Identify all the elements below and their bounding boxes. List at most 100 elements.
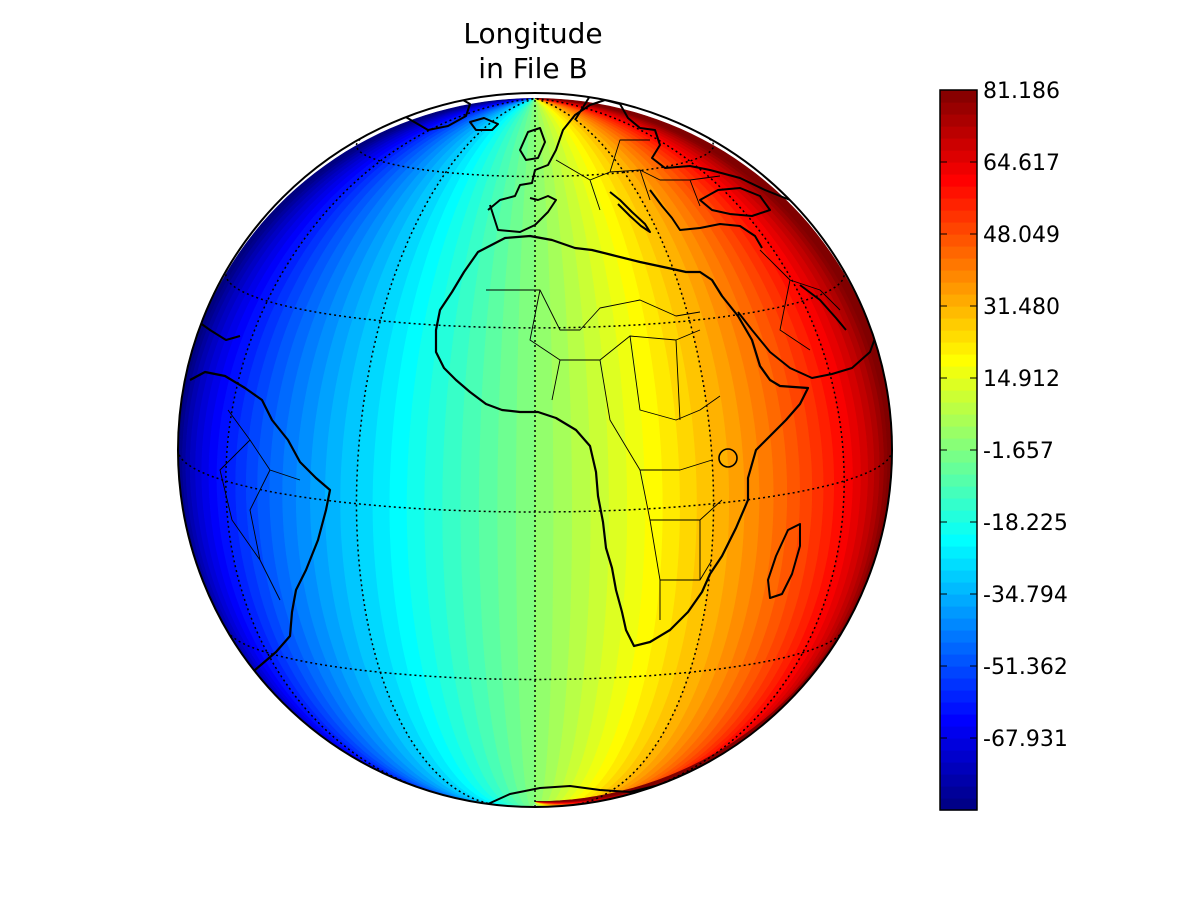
colorbar-segment (940, 654, 977, 667)
colorbar-segment (940, 282, 977, 295)
colorbar-segment (940, 174, 977, 187)
colorbar-segment (940, 198, 977, 211)
colorbar-segment (940, 138, 977, 151)
colorbar-segment (940, 426, 977, 439)
iberia-coastline (489, 195, 557, 233)
colorbar-segment (940, 558, 977, 571)
colorbar-ticks: 81.186 64.617 48.049 31.480 14.912 -1.657 -18.… (940, 79, 1068, 752)
colorbar-tick-label: 14.912 (983, 367, 1060, 392)
colorbar-segment (940, 486, 977, 499)
colorbar-segment (940, 666, 977, 679)
colorbar-segment (940, 606, 977, 619)
meridian-line (534, 97, 715, 806)
colorbar-segment (940, 618, 977, 631)
colorbar-segment (940, 90, 977, 103)
colorbar-segment (940, 678, 977, 691)
british-isles-coastline (519, 127, 546, 161)
madagascar-coastline (767, 523, 801, 599)
colorbar-gradient (940, 90, 977, 811)
colorbar-segment (940, 750, 977, 763)
colorbar-tick-label: -51.362 (983, 655, 1068, 680)
colorbar-segment (940, 582, 977, 595)
colorbar-segment (940, 414, 977, 427)
lake-victoria (718, 448, 738, 468)
colorbar-segment (940, 798, 977, 811)
colorbar-segment (940, 246, 977, 259)
colorbar-segment (940, 354, 977, 367)
colorbar-tick-label: -1.657 (983, 439, 1054, 464)
europe-country-borders (555, 139, 721, 211)
italy-coastline (609, 191, 651, 233)
colorbar-segment (940, 630, 977, 643)
parallel-line (178, 449, 892, 513)
colorbar-segment (940, 342, 977, 355)
colorbar-segment (940, 498, 977, 511)
globe-outline (177, 92, 893, 808)
colorbar-tick-label: -34.794 (983, 583, 1068, 608)
parallel-line (225, 269, 845, 329)
colorbar-segment (940, 186, 977, 199)
colorbar-segment (940, 522, 977, 535)
colorbar-segment (940, 126, 977, 139)
colorbar-segment (940, 270, 977, 283)
colorbar-tick-label: 48.049 (983, 223, 1060, 248)
colorbar-segment (940, 726, 977, 739)
africa-coastline (434, 234, 810, 648)
colorbar-segment (940, 222, 977, 235)
balkans-turkey-coastline (649, 189, 763, 249)
colorbar-segment (940, 546, 977, 559)
colorbar-segment (940, 378, 977, 391)
colorbar-segment (940, 702, 977, 715)
colorbar-segment (940, 738, 977, 751)
colorbar-tick-label: 64.617 (983, 151, 1060, 176)
colorbar-segment (940, 570, 977, 583)
colorbar-segment (940, 714, 977, 727)
colorbar-segment (940, 162, 977, 175)
colorbar-segment (940, 258, 977, 271)
arabia-coastline (737, 311, 879, 379)
colorbar-segment (940, 450, 977, 463)
colorbar-tick-label: -67.931 (983, 727, 1068, 752)
colorbar-segment (940, 510, 977, 523)
colorbar-segment (940, 474, 977, 487)
colorbar-segment (940, 210, 977, 223)
colorbar-tick-label: 81.186 (983, 79, 1060, 104)
parallel-line (226, 630, 844, 681)
colorbar-tick-label: -18.225 (983, 511, 1068, 536)
iceland-coastline (469, 117, 499, 131)
colorbar-tick-label: 31.480 (983, 295, 1060, 320)
colorbar-segment (940, 150, 977, 163)
antarctica-coastline (487, 785, 656, 805)
colorbar-segment (940, 462, 977, 475)
graticule (178, 97, 892, 807)
colorbar-segment (940, 534, 977, 547)
colorbar-segment (940, 234, 977, 247)
colorbar-segment (940, 690, 977, 703)
globe (177, 92, 893, 808)
colorbar-segment (940, 786, 977, 799)
colorbar-segment (940, 102, 977, 115)
colorbar-segment (940, 318, 977, 331)
map-title-line-2: in File B (478, 52, 587, 85)
colorbar-segment (940, 390, 977, 403)
persian-gulf-coastline (799, 284, 847, 331)
colorbar-segment (940, 642, 977, 655)
colorbar-segment (940, 366, 977, 379)
colorbar-segment (940, 330, 977, 343)
colorbar-segment (940, 402, 977, 415)
colorbar-segment (940, 306, 977, 319)
middle-east-borders (759, 249, 841, 351)
colorbar-segment (940, 594, 977, 607)
colorbar-segment (940, 762, 977, 775)
colorbar: 81.186 64.617 48.049 31.480 14.912 -1.657 -18.… (939, 79, 1068, 811)
map-title-line-1: Longitude (463, 17, 602, 50)
colorbar-segment (940, 774, 977, 787)
africa-country-borders (486, 289, 723, 620)
colorbar-segment (940, 114, 977, 127)
colorbar-segment (940, 294, 977, 307)
black-sea-coastline (699, 187, 771, 217)
colorbar-segment (940, 438, 977, 451)
parallel-line (355, 135, 715, 178)
meridian-line (355, 97, 536, 806)
